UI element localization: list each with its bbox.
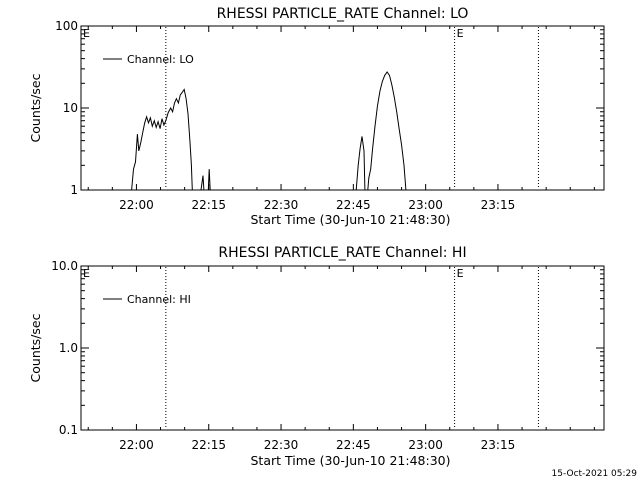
x-axis-label: Start Time (30-Jun-10 21:48:30)	[251, 453, 451, 468]
y-tick-label: 0.1	[59, 423, 78, 437]
x-tick-label: 22:30	[264, 438, 299, 452]
panel-hi: RHESSI PARTICLE_RATE Channel: HI 22:00 22:…	[28, 245, 605, 468]
series-line	[200, 175, 205, 191]
series-line	[355, 136, 366, 191]
event-marker-label: E	[83, 27, 90, 40]
series-line	[367, 71, 407, 191]
y-tick-label: 100	[55, 19, 78, 33]
event-marker-label: E	[457, 27, 464, 40]
series-line	[131, 88, 193, 191]
panel-lo: RHESSI PARTICLE_RATE Channel: LO 22:00 22:…	[28, 6, 605, 227]
x-axis-label: Start Time (30-Jun-10 21:48:30)	[251, 212, 451, 227]
chart-title: RHESSI PARTICLE_RATE Channel: LO	[217, 6, 469, 22]
legend-entry: Channel: HI	[127, 293, 191, 306]
y-tick-label: 10	[63, 101, 78, 115]
event-marker-label: E	[83, 267, 90, 280]
y-axis-label: Counts/sec	[28, 313, 43, 382]
plot-frame	[80, 25, 605, 191]
x-tick-label: 22:45	[336, 198, 371, 212]
footer-timestamp: 15-Oct-2021 05:29	[552, 469, 638, 479]
x-tick-label: 23:15	[481, 198, 516, 212]
x-tick-label: 22:45	[336, 438, 371, 452]
x-tick-label: 23:15	[481, 438, 516, 452]
x-tick-label: 23:00	[408, 438, 443, 452]
y-axis-label: Counts/sec	[28, 73, 43, 142]
x-tick-label: 22:00	[119, 198, 154, 212]
x-tick-label: 23:00	[408, 198, 443, 212]
x-tick-label: 22:15	[191, 198, 226, 212]
legend-entry: Channel: LO	[127, 53, 194, 66]
chart-title: RHESSI PARTICLE_RATE Channel: HI	[218, 245, 466, 261]
x-tick-label: 22:00	[119, 438, 154, 452]
x-tick-label: 22:15	[191, 438, 226, 452]
x-tick-label: 22:30	[264, 198, 299, 212]
y-tick-label: 1	[70, 183, 78, 197]
event-marker-label: E	[457, 267, 464, 280]
y-tick-label: 10.0	[51, 259, 78, 273]
series-line	[207, 169, 211, 191]
y-tick-label: 1.0	[59, 341, 78, 355]
plot-frame	[80, 265, 605, 431]
